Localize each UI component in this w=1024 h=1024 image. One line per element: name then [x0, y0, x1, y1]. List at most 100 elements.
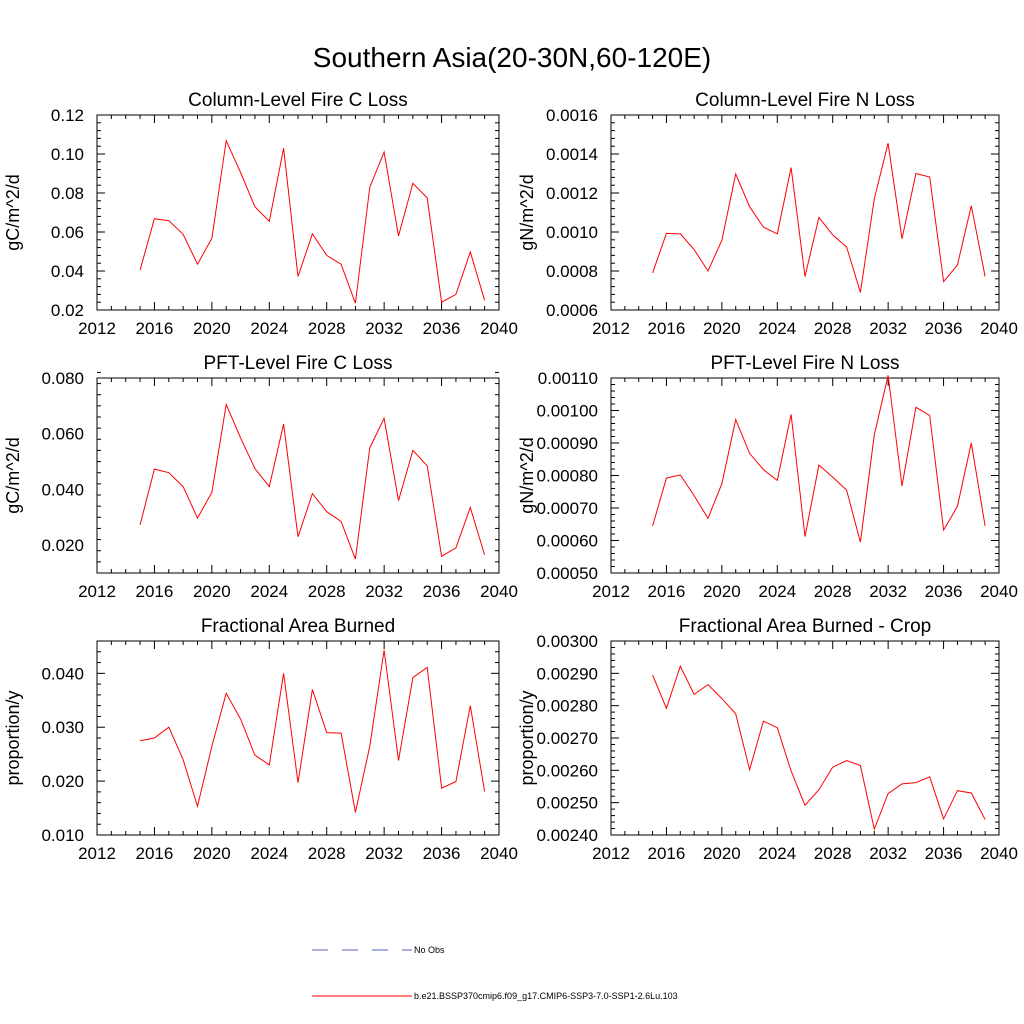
- y-tick-label: 0.00260: [537, 761, 598, 780]
- x-tick-label: 2016: [648, 319, 686, 338]
- x-tick-label: 2036: [925, 844, 963, 863]
- panel-4: PFT-Level Fire N Loss gN/m^2/d 2012 2016 202…: [517, 353, 1018, 601]
- x-tick-label: 2020: [703, 844, 741, 863]
- x-tick-label: 2024: [758, 844, 796, 863]
- panel-title: Fractional Area Burned - Crop: [679, 616, 931, 637]
- y-tick-label: 0.00270: [537, 729, 598, 748]
- x-tick-label: 2032: [365, 319, 403, 338]
- y-tick-label: 0.00060: [537, 532, 598, 551]
- y-tick-label: 0.00300: [537, 632, 598, 651]
- plot-frame: [610, 377, 1000, 574]
- x-tick-label: 2040: [980, 844, 1018, 863]
- x-tick-label: 2028: [308, 582, 346, 601]
- x-tick-label: 2016: [136, 319, 174, 338]
- y-tick-label: 0.040: [41, 480, 84, 499]
- y-tick-label: 0.0008: [546, 262, 598, 281]
- y-tick-label: 0.00050: [537, 564, 598, 583]
- y-tick-label: 0.00280: [537, 697, 598, 716]
- panel-5: Fractional Area Burned proportion/y 2012 20…: [3, 616, 518, 863]
- y-tick-label: 0.010: [41, 826, 84, 845]
- y-tick-label: 0.00090: [537, 434, 598, 453]
- y-axis-label: gC/m^2/d: [3, 437, 23, 513]
- y-tick-label: 0.040: [41, 664, 84, 683]
- series-line: [652, 375, 986, 543]
- y-tick-label: 0.00100: [537, 402, 598, 421]
- y-axis-label: gN/m^2/d: [517, 437, 537, 513]
- y-tick-label: 0.080: [41, 369, 84, 388]
- panel-1: Column-Level Fire C Loss gC/m^2/d 2012 2016…: [3, 90, 518, 338]
- x-tick-label: 2032: [365, 844, 403, 863]
- y-tick-label: 0.02: [51, 301, 84, 320]
- x-tick-label: 2040: [480, 319, 518, 338]
- x-tick-label: 2012: [592, 319, 630, 338]
- y-tick-label: 0.12: [51, 106, 84, 125]
- y-tick-label: 0.0010: [546, 223, 598, 242]
- y-tick-label: 0.020: [41, 536, 84, 555]
- y-tick-label: 0.08: [51, 184, 84, 203]
- series-line: [139, 402, 486, 560]
- x-tick-label: 2020: [193, 844, 231, 863]
- x-tick-label: 2024: [758, 319, 796, 338]
- plot-frame: [610, 114, 1000, 311]
- x-tick-label: 2012: [78, 582, 116, 601]
- y-tick-label: 0.020: [41, 772, 84, 791]
- x-tick-label: 2016: [648, 582, 686, 601]
- x-tick-label: 2036: [423, 844, 461, 863]
- x-tick-label: 2036: [925, 319, 963, 338]
- y-tick-label: 0.04: [51, 262, 84, 281]
- x-tick-label: 2028: [308, 844, 346, 863]
- x-tick-label: 2032: [869, 582, 907, 601]
- x-tick-label: 2032: [869, 844, 907, 863]
- y-tick-label: 0.10: [51, 145, 84, 164]
- x-tick-label: 2012: [592, 844, 630, 863]
- y-axis-label: gN/m^2/d: [517, 174, 537, 250]
- y-tick-label: 0.00070: [537, 499, 598, 518]
- plot-frame: [96, 640, 500, 836]
- x-tick-label: 2028: [308, 319, 346, 338]
- y-tick-label: 0.00290: [537, 664, 598, 683]
- x-tick-label: 2040: [480, 844, 518, 863]
- x-tick-label: 2020: [703, 582, 741, 601]
- y-tick-label: 0.0006: [546, 301, 598, 320]
- y-axis-label: proportion/y: [3, 690, 23, 785]
- x-tick-label: 2028: [814, 319, 852, 338]
- series-line: [139, 138, 486, 304]
- x-tick-label: 2036: [423, 319, 461, 338]
- y-tick-label: 0.0016: [546, 106, 598, 125]
- x-tick-label: 2036: [925, 582, 963, 601]
- y-tick-label: 0.00250: [537, 794, 598, 813]
- y-tick-label: 0.00240: [537, 826, 598, 845]
- panel-title: PFT-Level Fire C Loss: [204, 353, 393, 374]
- x-tick-label: 2028: [814, 582, 852, 601]
- plot-frame: [96, 377, 500, 574]
- x-tick-label: 2032: [365, 582, 403, 601]
- x-tick-label: 2012: [78, 844, 116, 863]
- x-tick-label: 2024: [250, 844, 288, 863]
- x-tick-label: 2040: [480, 582, 518, 601]
- panel-6: Fractional Area Burned - Crop proportion/…: [517, 616, 1018, 863]
- y-tick-label: 0.030: [41, 718, 84, 737]
- x-tick-label: 2024: [250, 319, 288, 338]
- x-tick-label: 2020: [703, 319, 741, 338]
- y-axis-label: gC/m^2/d: [3, 174, 23, 250]
- panel-2: Column-Level Fire N Loss gN/m^2/d 2012 2016…: [517, 90, 1018, 338]
- panel-3: PFT-Level Fire C Loss gC/m^2/d 2012 2016 202…: [3, 353, 518, 601]
- legend: No Obs b.e21.BSSP370cmip6.f09_g17.CMIP6-S…: [312, 945, 678, 1001]
- x-tick-label: 2040: [980, 582, 1018, 601]
- x-tick-label: 2028: [814, 844, 852, 863]
- panel-title: Column-Level Fire C Loss: [188, 90, 408, 111]
- y-tick-label: 0.06: [51, 223, 84, 242]
- y-axis-label: proportion/y: [517, 690, 537, 785]
- y-tick-label: 0.00080: [537, 467, 598, 486]
- y-tick-label: 0.0014: [546, 145, 598, 164]
- x-tick-label: 2036: [423, 582, 461, 601]
- x-tick-label: 2012: [78, 319, 116, 338]
- series-line: [140, 650, 486, 813]
- legend-label: b.e21.BSSP370cmip6.f09_g17.CMIP6-SSP3-7.…: [414, 991, 678, 1001]
- panel-title: Column-Level Fire N Loss: [695, 90, 915, 111]
- x-tick-label: 2016: [136, 582, 174, 601]
- x-tick-label: 2040: [980, 319, 1018, 338]
- x-tick-label: 2012: [592, 582, 630, 601]
- y-tick-label: 0.0012: [546, 184, 598, 203]
